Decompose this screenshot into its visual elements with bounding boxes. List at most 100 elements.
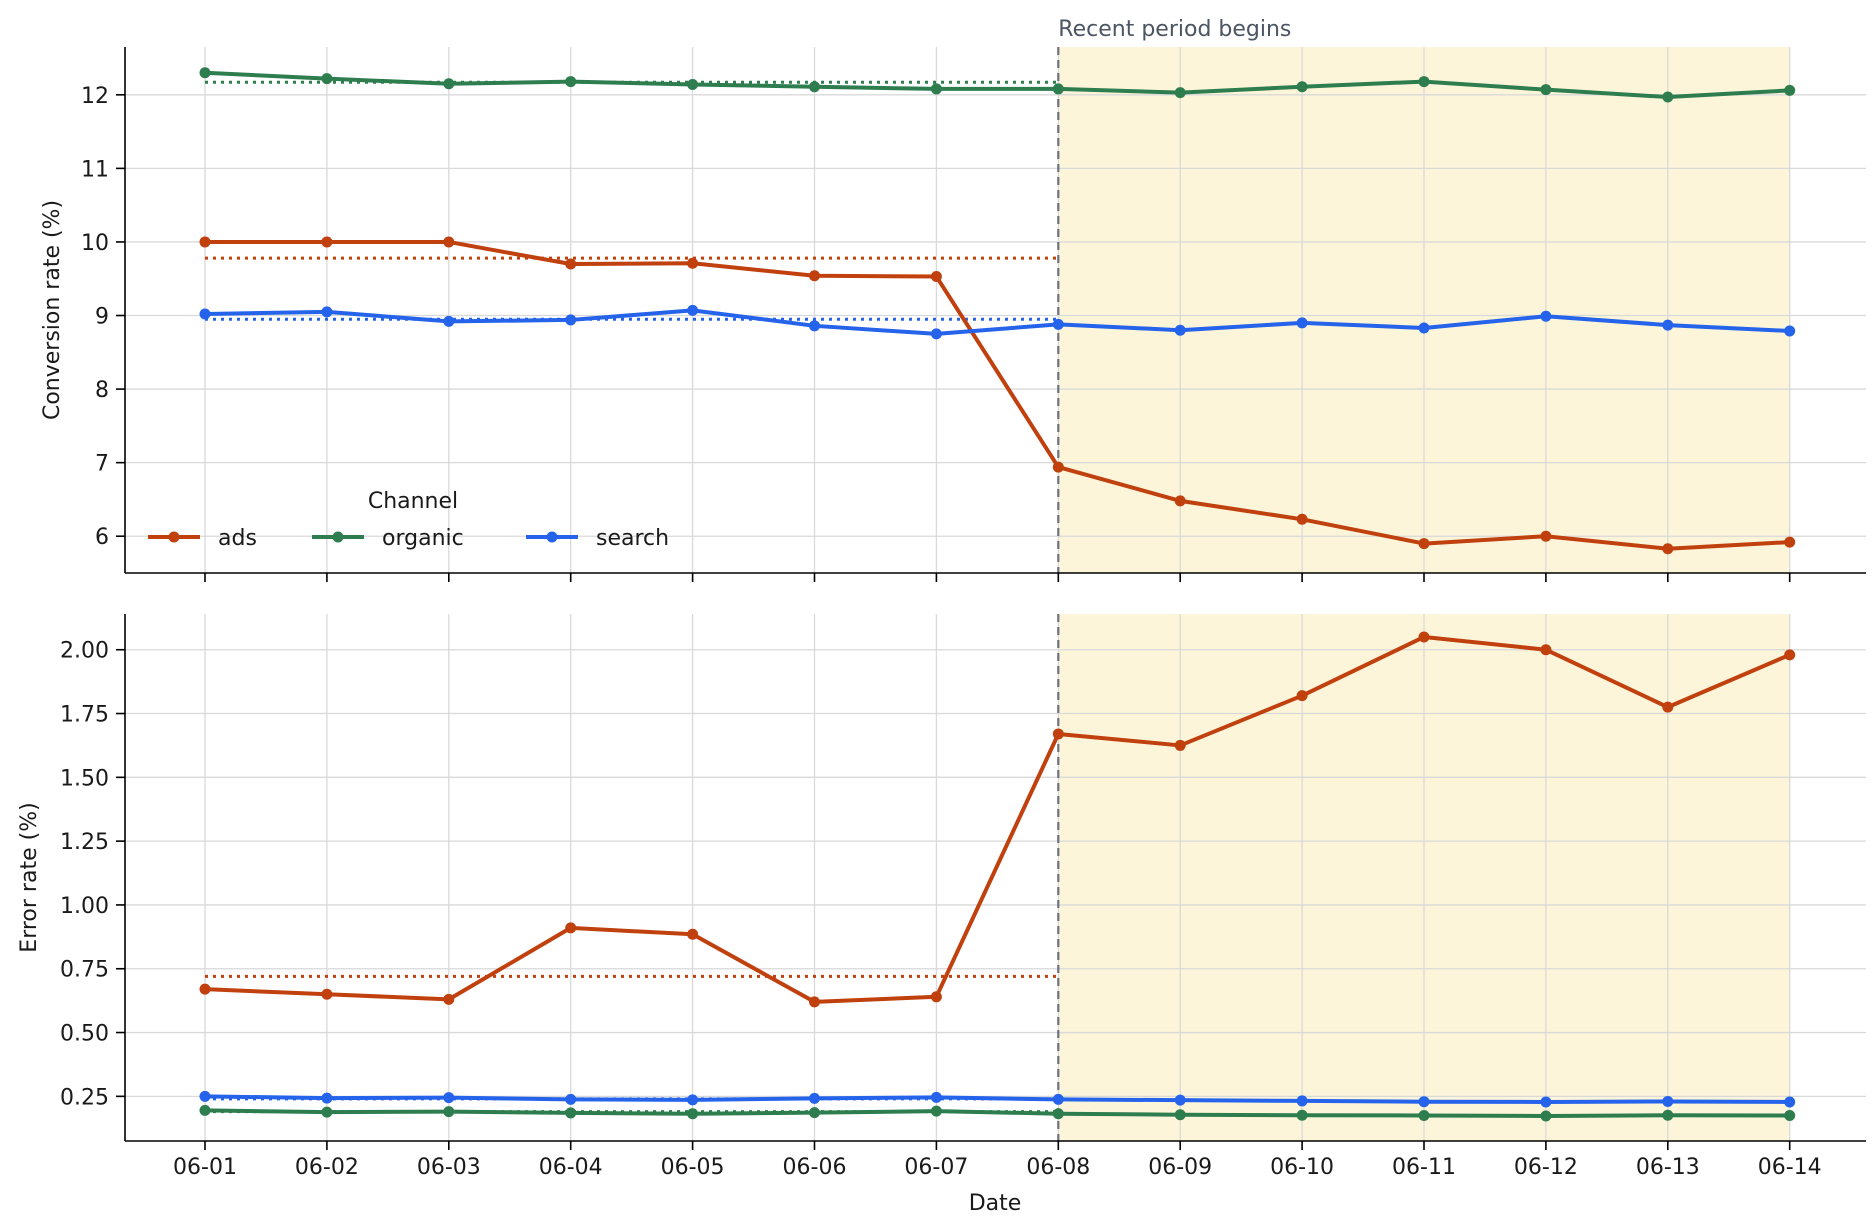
error-rate-panel: 0.25 0.50 0.75 1.00 1.25 1.50 1.75 2.00 Error r… bbox=[17, 614, 1866, 1216]
search-line bbox=[204, 1094, 1790, 1104]
y-tick-label: 1.75 bbox=[60, 703, 109, 728]
organic-point bbox=[199, 67, 211, 79]
search-point bbox=[1784, 1096, 1796, 1108]
ads-point bbox=[1296, 513, 1308, 525]
legend: Channel ads organic search bbox=[148, 489, 669, 551]
axes bbox=[116, 614, 1866, 1150]
search-point bbox=[321, 1092, 333, 1104]
x-tick-label: 06-13 bbox=[1636, 1155, 1700, 1180]
y-tick-label: 6 bbox=[95, 525, 109, 550]
organic-point bbox=[930, 1105, 942, 1117]
organic-point bbox=[1174, 87, 1186, 99]
search-point bbox=[687, 304, 699, 316]
search-point bbox=[199, 308, 211, 320]
x-tick-label: 06-10 bbox=[1270, 1155, 1334, 1180]
ads-point bbox=[443, 236, 455, 248]
ads-point bbox=[443, 993, 455, 1005]
y-tick-label: 0.50 bbox=[60, 1022, 109, 1047]
x-tick-label: 06-06 bbox=[783, 1155, 847, 1180]
organic-point bbox=[1662, 1109, 1674, 1121]
search-point bbox=[1296, 1095, 1308, 1107]
y-tick-labels: 0.25 0.50 0.75 1.00 1.25 1.50 1.75 2.00 bbox=[60, 639, 109, 1111]
organic-point bbox=[1784, 1109, 1796, 1121]
search-point bbox=[1418, 322, 1430, 334]
organic-point bbox=[1540, 1110, 1552, 1122]
ads-point bbox=[1540, 644, 1552, 656]
organic-point bbox=[1662, 91, 1674, 103]
y-tick-label: 2.00 bbox=[60, 639, 109, 664]
ads-point bbox=[1784, 536, 1796, 548]
series-lines bbox=[199, 67, 1796, 555]
organic-point bbox=[1174, 1109, 1186, 1121]
y-tick-label: 7 bbox=[95, 452, 109, 477]
organic-point bbox=[1418, 76, 1430, 88]
search-point bbox=[199, 1090, 211, 1102]
ads-point bbox=[321, 236, 333, 248]
organic-point bbox=[321, 1106, 333, 1118]
search-point bbox=[687, 1094, 699, 1106]
x-tick-labels: 06-01 06-02 06-03 06-04 06-05 06-06 06-07 06-08… bbox=[173, 1155, 1822, 1180]
organic-point bbox=[1052, 83, 1064, 95]
x-axis-label: Date bbox=[969, 1191, 1022, 1216]
ads-point bbox=[1418, 538, 1430, 550]
y-tick-label: 0.25 bbox=[60, 1085, 109, 1110]
x-tick-label: 06-07 bbox=[904, 1155, 968, 1180]
x-tick-label: 06-04 bbox=[539, 1155, 603, 1180]
search-point bbox=[1784, 325, 1796, 337]
organic-point bbox=[321, 73, 333, 85]
legend-title: Channel bbox=[368, 489, 458, 514]
legend-marker-organic bbox=[332, 531, 344, 543]
organic-point bbox=[809, 1107, 820, 1119]
y-tick-label: 12 bbox=[81, 84, 109, 109]
search-point bbox=[321, 306, 333, 318]
organic-point bbox=[1296, 81, 1308, 93]
x-tick-label: 06-02 bbox=[295, 1155, 359, 1180]
search-point bbox=[565, 1093, 577, 1105]
ads-point bbox=[1662, 543, 1674, 555]
search-point bbox=[565, 314, 577, 326]
search-point bbox=[443, 315, 455, 327]
ads-point bbox=[1540, 530, 1552, 542]
x-tick-label: 06-12 bbox=[1514, 1155, 1578, 1180]
search-point bbox=[1540, 310, 1552, 322]
search-point bbox=[930, 328, 942, 340]
recent-period-annotation: Recent period begins bbox=[1058, 17, 1291, 42]
y-tick-label: 8 bbox=[95, 378, 109, 403]
x-tick-label: 06-09 bbox=[1148, 1155, 1212, 1180]
search-point bbox=[1052, 1093, 1064, 1105]
ads-point bbox=[1174, 739, 1186, 751]
ads-point bbox=[199, 236, 211, 248]
organic-point bbox=[1418, 1109, 1430, 1121]
ads-point bbox=[687, 257, 699, 269]
search-line bbox=[204, 308, 1790, 336]
search-point bbox=[1418, 1096, 1430, 1108]
gridlines bbox=[125, 614, 1866, 1141]
search-point bbox=[1540, 1096, 1552, 1108]
ads-point bbox=[809, 996, 820, 1008]
legend-label-ads: ads bbox=[218, 526, 257, 551]
search-point bbox=[1174, 324, 1186, 336]
organic-point bbox=[565, 76, 577, 88]
ads-point bbox=[930, 271, 942, 283]
y-tick-label: 1.50 bbox=[60, 766, 109, 791]
search-point bbox=[1662, 1095, 1674, 1107]
x-tick-label: 06-11 bbox=[1392, 1155, 1456, 1180]
search-point bbox=[443, 1092, 455, 1104]
series-lines bbox=[199, 631, 1796, 1122]
organic-point bbox=[1784, 84, 1796, 96]
search-point bbox=[1052, 318, 1064, 330]
ads-point bbox=[930, 991, 942, 1003]
organic-line bbox=[204, 70, 1790, 100]
search-point bbox=[809, 320, 820, 332]
x-tick-label: 06-01 bbox=[173, 1155, 237, 1180]
search-point bbox=[930, 1091, 942, 1103]
y-tick-label: 0.75 bbox=[60, 958, 109, 983]
x-tick-label: 06-03 bbox=[417, 1155, 481, 1180]
x-tick-label: 06-14 bbox=[1758, 1155, 1822, 1180]
y-tick-label: 1.25 bbox=[60, 830, 109, 855]
axes bbox=[116, 47, 1866, 582]
y-tick-label: 11 bbox=[81, 157, 109, 182]
legend-label-search: search bbox=[596, 526, 669, 551]
conversion-rate-panel: 6 7 8 9 10 11 12 Conversion rate (%) Recent pe… bbox=[40, 17, 1866, 582]
y-axis-label: Error rate (%) bbox=[17, 802, 42, 952]
